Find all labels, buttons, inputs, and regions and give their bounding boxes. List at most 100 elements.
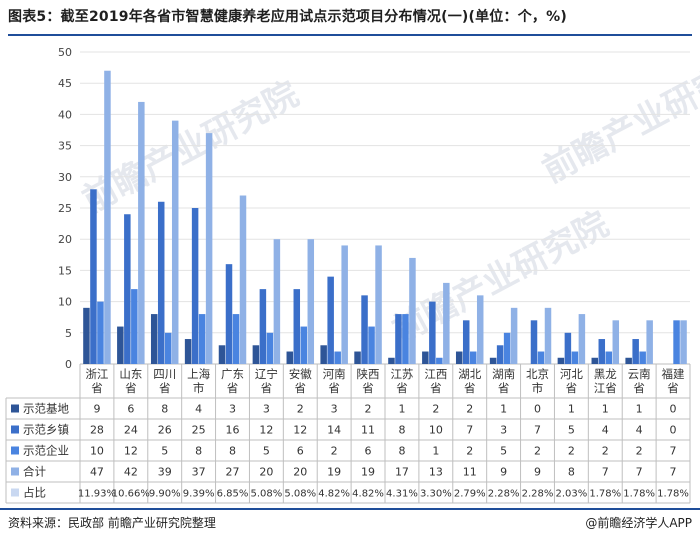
x-category-label: 省: [328, 381, 340, 395]
bar-town: [90, 189, 97, 364]
table-cell-town: 16: [226, 424, 240, 437]
table-cell-share: 2.28%: [522, 489, 554, 500]
table-cell-enterprise: 10: [90, 445, 104, 458]
table-cell-enterprise: 1: [432, 445, 439, 458]
footer-divider: [0, 508, 700, 510]
table-cell-share: 5.08%: [250, 489, 282, 500]
table-cell-town: 8: [398, 424, 405, 437]
table-cell-enterprise: 8: [195, 445, 202, 458]
bar-total: [307, 239, 315, 364]
x-category-label: 浙江: [85, 367, 108, 381]
bar-base: [150, 314, 158, 364]
x-category-label: 省: [125, 381, 137, 395]
table-cell-base: 0: [534, 403, 541, 416]
bar-base: [422, 351, 429, 364]
table-cell-enterprise: 2: [331, 445, 338, 458]
table-cell-enterprise: 2: [534, 445, 541, 458]
bar-total: [239, 195, 247, 364]
table-cell-base: 9: [93, 403, 100, 416]
legend-label-town: 示范乡镇: [23, 423, 69, 437]
table-cell-town: 26: [158, 424, 172, 437]
table-cell-total: 9: [500, 466, 507, 479]
y-tick-label: 0: [65, 358, 72, 371]
table-cell-town: 4: [636, 424, 643, 437]
bar-town: [293, 289, 301, 364]
table-cell-town: 3: [500, 424, 507, 437]
bar-base: [252, 345, 260, 364]
bar-enterprise: [402, 314, 409, 364]
bar-town: [530, 320, 538, 364]
table-cell-base: 2: [365, 403, 372, 416]
x-category-label: 省: [362, 381, 374, 395]
legend-label-total: 合计: [23, 465, 46, 479]
x-category-label: 省: [633, 381, 645, 395]
bar-base: [489, 357, 497, 364]
table-cell-total: 39: [158, 466, 172, 479]
x-category-label: 省: [295, 381, 307, 395]
table-cell-base: 2: [297, 403, 304, 416]
x-category-label: 陕西: [357, 367, 380, 381]
legend-label-share: 占比: [23, 486, 46, 500]
bar-enterprise: [537, 351, 545, 364]
table-cell-town: 0: [670, 424, 677, 437]
x-category-label: 省: [464, 381, 476, 395]
table-cell-base: 0: [670, 403, 677, 416]
bar-enterprise: [232, 314, 240, 364]
y-tick-label: 15: [58, 264, 72, 277]
bar-total: [171, 120, 179, 364]
bar-enterprise: [469, 351, 477, 364]
table-cell-share: 9.39%: [183, 489, 215, 500]
bar-town: [395, 314, 402, 364]
y-tick-label: 20: [58, 233, 72, 246]
bar-enterprise: [97, 301, 104, 364]
bar-town: [598, 339, 606, 364]
table-cell-share: 3.30%: [420, 489, 452, 500]
bar-total: [409, 257, 416, 364]
table-cell-enterprise: 6: [297, 445, 304, 458]
table-cell-town: 12: [259, 424, 273, 437]
table-cell-enterprise: 7: [670, 445, 677, 458]
table-cell-town: 7: [534, 424, 541, 437]
table-cell-enterprise: 5: [161, 445, 168, 458]
bar-base: [557, 357, 565, 364]
bar-total: [104, 70, 111, 364]
y-tick-label: 30: [58, 171, 72, 184]
bar-total: [476, 295, 484, 364]
bar-base: [320, 345, 327, 364]
table-cell-town: 24: [124, 424, 138, 437]
x-category-label: 黑龙: [594, 367, 617, 381]
chart-title: 图表5：截至2019年各省市智慧健康养老应用试点示范项目分布情况(一)(单位：个…: [8, 9, 567, 25]
x-category-label: 上海: [187, 367, 210, 381]
table-cell-share: 6.85%: [217, 489, 249, 500]
x-category-label: 北京: [526, 367, 549, 381]
table-cell-share: 1.78%: [657, 489, 689, 500]
bar-enterprise: [605, 351, 613, 364]
table-cell-share: 5.08%: [284, 489, 316, 500]
table-cell-total: 7: [670, 466, 677, 479]
table-cell-total: 17: [395, 466, 409, 479]
table-cell-enterprise: 2: [636, 445, 643, 458]
bar-enterprise: [131, 289, 138, 364]
table-cell-town: 28: [90, 424, 104, 437]
y-tick-label: 35: [58, 140, 72, 153]
legend-swatch-share: [11, 488, 19, 497]
table-cell-total: 9: [534, 466, 541, 479]
x-category-label: 省: [667, 381, 679, 395]
bar-town: [632, 339, 639, 364]
table-cell-town: 11: [361, 424, 375, 437]
bar-enterprise: [198, 314, 206, 364]
bar-enterprise: [503, 332, 511, 364]
x-category-label: 广东: [221, 367, 244, 381]
bar-town: [361, 295, 368, 364]
y-tick-label: 45: [58, 77, 72, 90]
bar-enterprise: [334, 351, 341, 364]
x-category-label: 云南: [628, 367, 651, 381]
legend-swatch-town: [11, 425, 19, 434]
bar-town: [259, 289, 267, 364]
y-tick-label: 50: [58, 46, 72, 59]
table-cell-base: 3: [263, 403, 270, 416]
table-cell-total: 8: [568, 466, 575, 479]
x-category-label: 市: [532, 381, 544, 395]
table-cell-share: 2.03%: [555, 489, 587, 500]
table-cell-base: 1: [636, 403, 643, 416]
